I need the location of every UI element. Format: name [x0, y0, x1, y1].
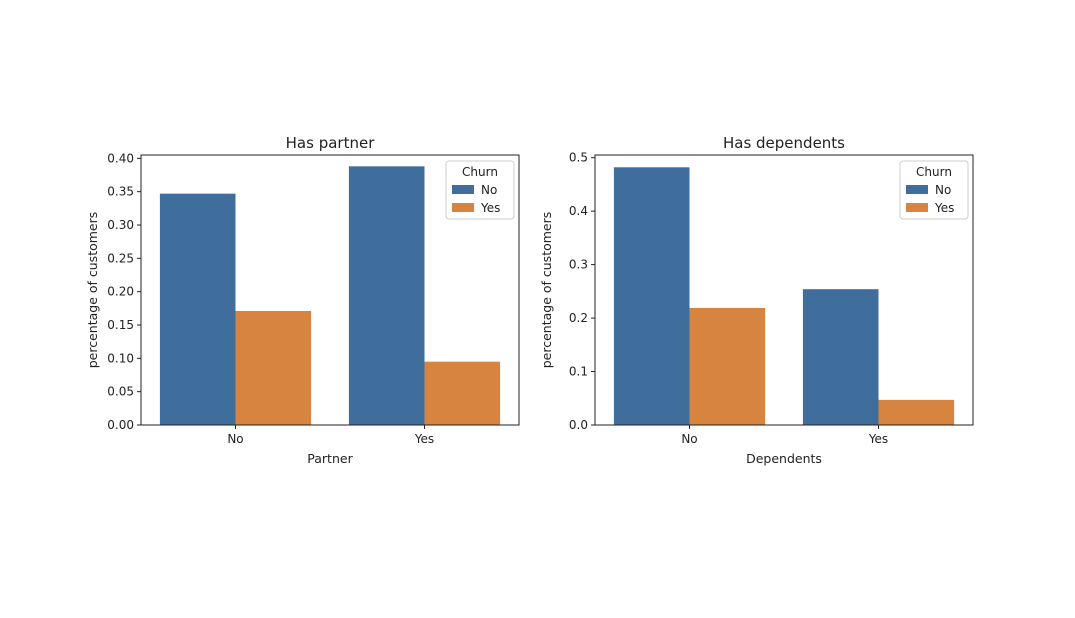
legend-swatch-yes — [906, 203, 928, 212]
legend-label-yes: Yes — [934, 201, 954, 215]
chart-title: Has partner — [286, 134, 376, 152]
legend-title: Churn — [916, 165, 952, 179]
bar-yes-no — [235, 311, 312, 425]
legend-label-no: No — [481, 183, 497, 197]
x-tick-label: Yes — [868, 432, 888, 446]
y-tick-label: 0.4 — [569, 204, 588, 218]
chart-panel-1: Has dependents 0.0 0.1 0.2 0.3 0.4 0.5 No Yes Dep… — [539, 134, 974, 466]
x-axis-label: Partner — [307, 451, 353, 466]
legend-label-no: No — [935, 183, 951, 197]
y-tick-label: 0.05 — [107, 385, 134, 399]
bar-no-yes — [802, 289, 879, 425]
y-tick-label: 0.5 — [569, 151, 588, 165]
y-tick-label: 0.2 — [569, 311, 588, 325]
y-axis-label: percentage of customers — [539, 212, 554, 369]
y-tick-label: 0.10 — [107, 351, 134, 365]
legend-swatch-no — [452, 185, 474, 194]
x-axis-label: Dependents — [746, 451, 822, 466]
axes-frame — [140, 154, 520, 426]
legend: Churn No Yes — [445, 160, 515, 220]
bar-yes-no — [689, 307, 766, 425]
legend-title: Churn — [462, 165, 498, 179]
y-tick-label: 0.1 — [569, 365, 588, 379]
y-tick-label: 0.25 — [107, 251, 134, 265]
chart-title: Has dependents — [723, 134, 845, 152]
y-tick-label: 0.3 — [569, 258, 588, 272]
legend: Churn No Yes — [899, 160, 969, 220]
y-axis-label: percentage of customers — [85, 212, 100, 369]
y-tick-label: 0.0 — [569, 418, 588, 432]
bar-no-no — [159, 193, 236, 425]
axes-frame — [594, 154, 974, 426]
bar-yes-yes — [878, 399, 955, 425]
legend-label-yes: Yes — [480, 201, 500, 215]
y-tick-label: 0.00 — [107, 418, 134, 432]
x-tick-label: No — [681, 432, 697, 446]
y-tick-label: 0.35 — [107, 185, 134, 199]
y-tick-label: 0.30 — [107, 218, 134, 232]
legend-swatch-no — [906, 185, 928, 194]
bar-no-yes — [348, 166, 425, 426]
bar-no-no — [613, 167, 690, 425]
x-tick-label: No — [227, 432, 243, 446]
y-tick-label: 0.20 — [107, 285, 134, 299]
x-tick-label: Yes — [414, 432, 434, 446]
bar-yes-yes — [424, 361, 501, 425]
y-tick-label: 0.15 — [107, 318, 134, 332]
legend-swatch-yes — [452, 203, 474, 212]
chart-panel-0: Has partner 0.00 0.05 0.10 0.15 0.20 0.25 0.30 0… — [85, 134, 520, 466]
y-tick-label: 0.40 — [107, 151, 134, 165]
